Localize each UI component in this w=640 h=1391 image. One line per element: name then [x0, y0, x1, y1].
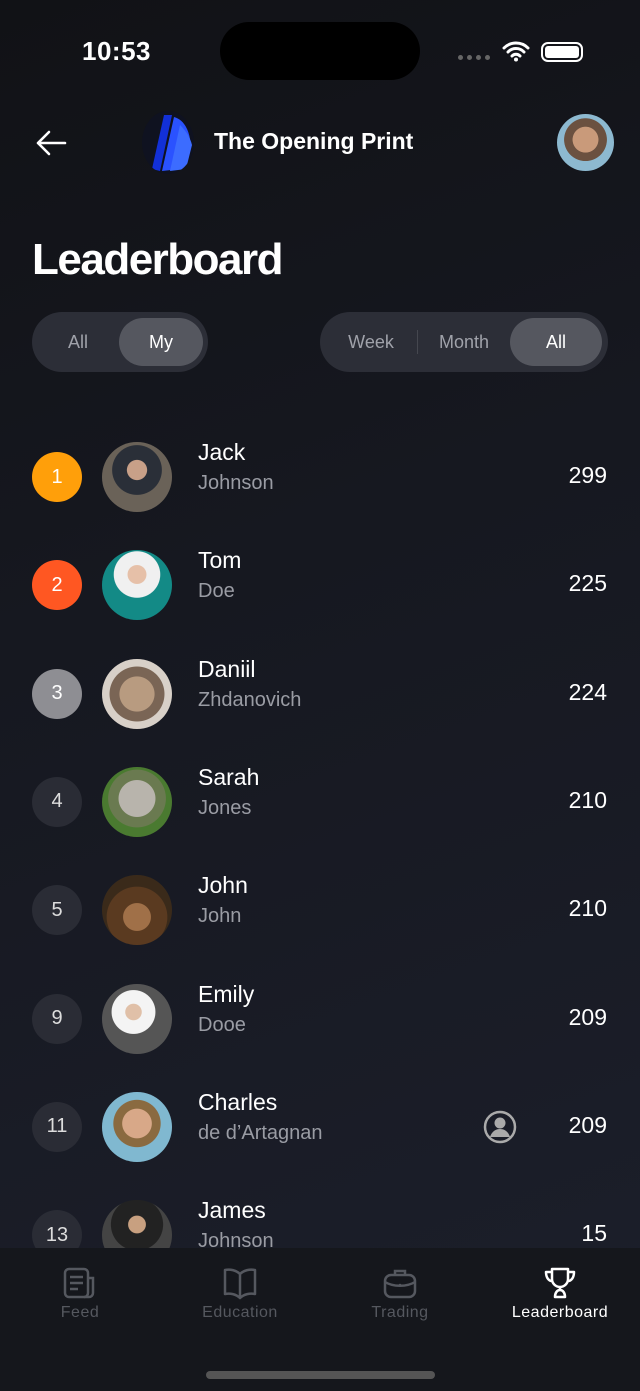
rank-badge: 9 [32, 993, 82, 1044]
last-name: Jones [198, 796, 252, 819]
user-avatar [102, 442, 172, 512]
wifi-icon [502, 41, 530, 62]
tab-label: Feed [60, 1304, 100, 1321]
rank-badge: 2 [32, 560, 82, 611]
scope-filter: All My [32, 312, 208, 372]
rank-badge: 4 [32, 776, 82, 827]
leaderboard-row[interactable]: 4 Sarah Jones 210 [0, 757, 640, 847]
current-user-icon [483, 1110, 517, 1144]
rank-badge: 1 [32, 452, 82, 502]
user-avatar [102, 1091, 172, 1162]
last-name: de d’Artagnan [198, 1121, 323, 1144]
briefcase-icon [383, 1269, 417, 1299]
last-name: Doe [198, 580, 235, 603]
tab-bar: Feed Education Trading Leaderboard [0, 1248, 640, 1391]
tab-education[interactable]: Education [160, 1266, 320, 1322]
battery-icon [541, 42, 583, 62]
first-name: Sarah [198, 763, 260, 790]
tab-label: Education [202, 1304, 278, 1321]
tab-label: Trading [371, 1304, 429, 1321]
score: 225 [568, 570, 607, 597]
scope-all[interactable]: All [67, 331, 88, 352]
home-indicator [206, 1371, 435, 1379]
rank-badge: 5 [32, 885, 82, 936]
signal-icon [458, 55, 490, 60]
first-name: James [198, 1197, 266, 1224]
leaderboard-row[interactable]: 2 Tom Doe 225 [0, 540, 640, 630]
user-avatar [102, 658, 172, 729]
score: 209 [568, 1003, 607, 1030]
trophy-icon [544, 1267, 576, 1299]
status-time: 10:53 [82, 36, 151, 66]
tab-label: Leaderboard [511, 1304, 609, 1321]
score: 210 [568, 895, 607, 922]
score: 210 [568, 786, 607, 813]
user-avatar [102, 766, 172, 837]
last-name: Johnson [198, 472, 274, 494]
first-name: Daniil [198, 655, 256, 682]
last-name: Dooe [198, 1013, 246, 1036]
first-name: John [198, 872, 248, 899]
last-name: Johnson [198, 1230, 274, 1253]
user-avatar [102, 550, 172, 621]
rank-badge: 3 [32, 668, 82, 719]
score: 299 [568, 462, 607, 488]
score: 224 [568, 678, 607, 705]
book-icon [223, 1268, 257, 1300]
app-logo [142, 111, 194, 174]
leaderboard-row[interactable]: 9 Emily Dooe 209 [0, 974, 640, 1064]
user-avatar [102, 875, 172, 946]
last-name: John [198, 905, 242, 928]
first-name: Jack [198, 439, 246, 465]
profile-avatar[interactable] [557, 114, 614, 171]
divider [417, 330, 418, 354]
newspaper-icon [63, 1267, 95, 1299]
first-name: Emily [198, 980, 255, 1007]
tab-trading[interactable]: Trading [320, 1266, 480, 1322]
period-filter: Week Month All [320, 312, 608, 372]
tab-leaderboard[interactable]: Leaderboard [480, 1266, 640, 1322]
period-month[interactable]: Month [438, 331, 490, 352]
rank-badge: 11 [32, 1101, 82, 1152]
page-title: Leaderboard [32, 235, 284, 284]
first-name: Tom [198, 547, 242, 574]
dynamic-island [220, 22, 420, 80]
last-name: Zhdanovich [198, 688, 302, 711]
period-all[interactable]: All [510, 318, 602, 366]
back-arrow-icon[interactable] [34, 126, 68, 160]
leaderboard-row[interactable]: 3 Daniil Zhdanovich 224 [0, 649, 640, 739]
leaderboard-row[interactable]: 11 Charles de d’Artagnan 209 [0, 1082, 640, 1172]
leaderboard-row[interactable]: 5 John John 210 [0, 865, 640, 955]
period-week[interactable]: Week [348, 331, 394, 352]
app-title: The Opening Print [214, 128, 414, 154]
tab-feed[interactable]: Feed [0, 1266, 160, 1322]
score: 15 [581, 1220, 607, 1247]
first-name: Charles [198, 1088, 278, 1115]
score: 209 [568, 1111, 607, 1138]
leaderboard-row[interactable]: 1 Jack Johnson 299 [0, 432, 640, 522]
user-avatar [102, 983, 172, 1054]
scope-my[interactable]: My [119, 318, 203, 366]
